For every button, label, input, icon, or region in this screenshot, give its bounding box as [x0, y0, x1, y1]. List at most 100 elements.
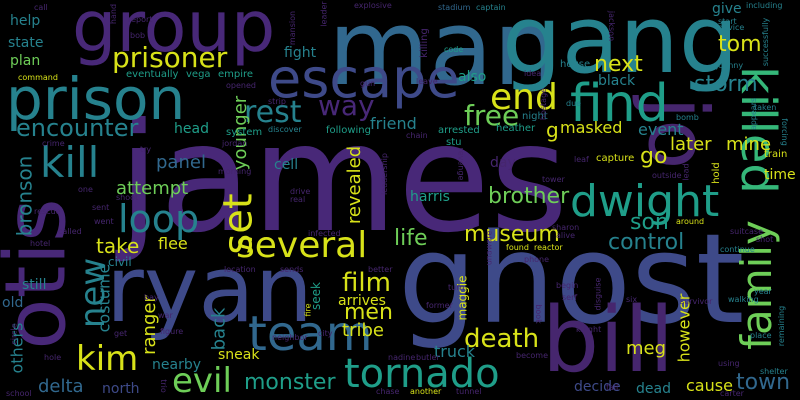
- word-stadium: stadium: [438, 3, 471, 12]
- word-attempt: attempt: [116, 178, 189, 199]
- word-team: team: [248, 306, 373, 362]
- word-ranger: ranger: [138, 295, 160, 355]
- word-rescue: rescue: [34, 207, 61, 216]
- word-sharon: sharon: [552, 223, 580, 232]
- word-around: around: [676, 217, 705, 226]
- word-serf: serf: [562, 293, 578, 302]
- word-forcing: forcing: [779, 118, 789, 146]
- word-following: following: [326, 125, 371, 136]
- word-mansion: mansion: [288, 10, 298, 46]
- word-shot: shot: [756, 235, 774, 244]
- word-morning: morning: [218, 167, 252, 176]
- word-hostage: hostage: [539, 87, 549, 121]
- word-escape: escape: [268, 47, 460, 110]
- word-suitcase: suitcase: [730, 227, 763, 236]
- word-figure: figure: [160, 327, 184, 336]
- word-including: including: [746, 1, 783, 10]
- word-hand: hand: [109, 3, 119, 25]
- word-house: house: [560, 59, 591, 70]
- word-day: day: [490, 155, 516, 171]
- word-go: go: [640, 144, 668, 169]
- word-butler: butler: [416, 353, 440, 362]
- word-gang: gang: [502, 0, 739, 95]
- word-begin: begin: [556, 281, 579, 290]
- word-decide: decide: [574, 379, 621, 395]
- word-arrested: arrested: [438, 125, 480, 136]
- word-system: system: [226, 127, 263, 138]
- word-report: report: [128, 15, 153, 24]
- word-kim: kim: [76, 339, 139, 379]
- word-also: also: [458, 69, 487, 85]
- word-g: g: [546, 118, 559, 142]
- word-six: six: [626, 295, 638, 304]
- word-command: command: [18, 73, 58, 82]
- word-location: location: [224, 265, 256, 274]
- word-flee: flee: [158, 234, 188, 253]
- word-dead: dead: [636, 381, 671, 397]
- word-strip: strip: [268, 97, 286, 106]
- word-fall: fall: [606, 383, 619, 392]
- word-device: device: [718, 23, 745, 32]
- word-year: year: [754, 287, 772, 296]
- word-chain: chain: [406, 131, 428, 140]
- word-mine: mine: [726, 134, 772, 155]
- word-trio: trio: [158, 379, 168, 393]
- word-end: end: [490, 77, 558, 118]
- word-successfully: successfully: [761, 17, 771, 67]
- word-back: back: [208, 307, 230, 351]
- word-gun: gun: [360, 79, 376, 88]
- word-jordan: jordan: [222, 139, 248, 148]
- word-disguise: disguise: [593, 277, 603, 311]
- word-infected: infected: [308, 229, 341, 238]
- word-death: death: [464, 324, 540, 354]
- word-way: way: [318, 89, 375, 122]
- word-former: former: [426, 301, 453, 310]
- word-shoot: shoot: [116, 193, 139, 202]
- word-set: set: [215, 193, 262, 255]
- word-leave: leave: [416, 77, 438, 86]
- word-discover: discover: [268, 125, 302, 134]
- word-circle: circle: [9, 323, 19, 345]
- word-johnny: johnny: [716, 61, 744, 70]
- word-train: train: [764, 149, 788, 160]
- word-using: using: [718, 359, 740, 368]
- word-call: call: [34, 3, 48, 12]
- word-fight: fight: [284, 45, 317, 61]
- word-several: several: [236, 225, 368, 266]
- word-truck: truck: [434, 342, 476, 361]
- word-rest: rest: [244, 95, 302, 130]
- word-black: black: [598, 73, 636, 89]
- word-still: still: [22, 277, 47, 293]
- word-film: film: [342, 268, 391, 298]
- word-james: james: [118, 92, 569, 266]
- word-plan: plan: [10, 53, 41, 69]
- word-taken: taken: [754, 103, 777, 112]
- word-friend: friend: [370, 114, 417, 133]
- word-went: went: [94, 217, 114, 226]
- word-turn: turn: [448, 283, 465, 292]
- word-leader: leader: [319, 1, 329, 27]
- word-ryan: ryan: [106, 236, 313, 343]
- word-due: due: [566, 99, 582, 108]
- word-jackson: jackson: [607, 10, 617, 42]
- word-reactor: reactor: [534, 243, 563, 252]
- word-code: code: [444, 45, 464, 54]
- word-sent: sent: [92, 203, 110, 212]
- word-men: men: [344, 300, 393, 325]
- word-school: school: [6, 389, 32, 398]
- word-one: one: [78, 185, 93, 194]
- word-control: control: [608, 230, 685, 255]
- word-bronson: bronson: [12, 155, 37, 237]
- word-nadine: nadine: [388, 353, 416, 362]
- word-nearby: nearby: [152, 357, 201, 373]
- word-crime: crime: [42, 139, 65, 148]
- word-group: group: [72, 0, 276, 68]
- word-get: get: [114, 329, 128, 338]
- word-hold: hold: [710, 162, 722, 184]
- word-tom: tom: [718, 32, 762, 57]
- word-hole: hole: [44, 353, 62, 362]
- word-help: help: [10, 13, 41, 29]
- word-civil: civil: [108, 255, 132, 269]
- word-storm: storm: [694, 72, 758, 97]
- word-book: book: [533, 304, 543, 324]
